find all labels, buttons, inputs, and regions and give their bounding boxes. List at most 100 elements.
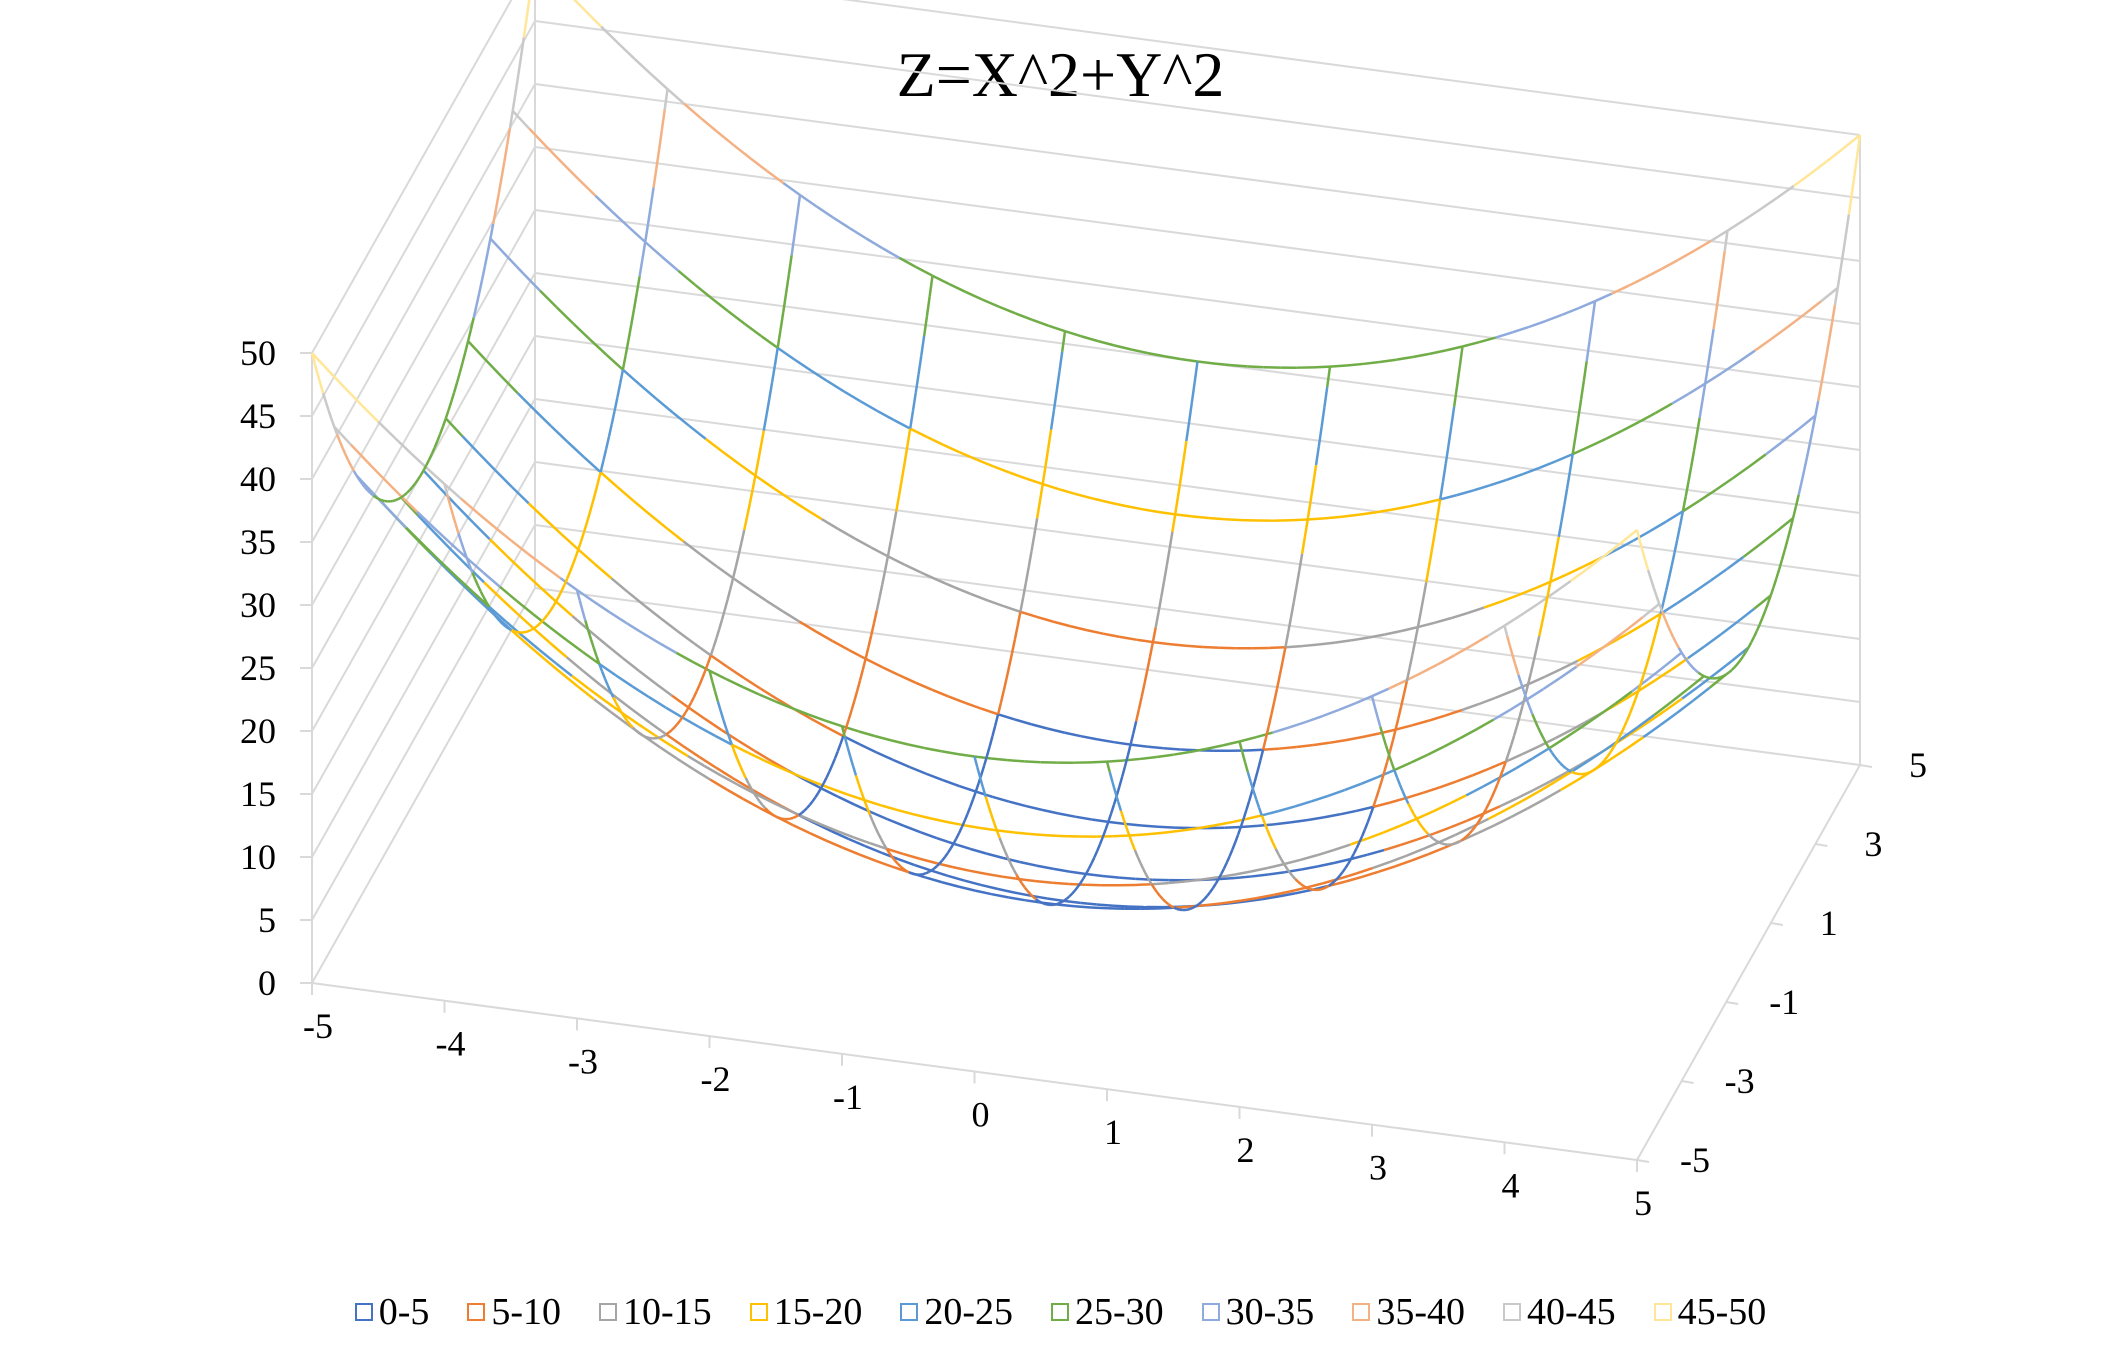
surface-segment xyxy=(717,619,724,630)
surface-segment xyxy=(1052,867,1070,873)
surface-segment xyxy=(1528,706,1534,715)
legend-label: 40-45 xyxy=(1526,1291,1616,1333)
surface-segment xyxy=(936,836,954,845)
surface-segment xyxy=(1102,874,1120,879)
surface-segment xyxy=(599,471,618,488)
surface-segment xyxy=(1518,705,1524,717)
surface-segment xyxy=(679,715,684,722)
surface-segment xyxy=(859,400,878,412)
surface-segment xyxy=(1543,595,1549,611)
surface-segment xyxy=(1344,863,1350,869)
surface-segment xyxy=(1288,871,1294,877)
surface-segment xyxy=(863,799,869,809)
surface-segment xyxy=(327,369,347,390)
surface-segment xyxy=(614,702,620,709)
surface-segment xyxy=(715,628,721,639)
surface-segment xyxy=(579,532,586,542)
surface-segment xyxy=(414,478,419,485)
surface-segment xyxy=(333,426,339,435)
surface-segment xyxy=(715,565,734,580)
surface-segment xyxy=(1009,471,1027,480)
surface-segment xyxy=(451,514,457,525)
surface-segment xyxy=(751,475,757,491)
surface-segment xyxy=(1240,824,1258,829)
surface-segment xyxy=(609,611,628,625)
surface-segment xyxy=(1173,750,1191,756)
x-tick-label: 4 xyxy=(1502,1165,1520,1205)
surface-segment xyxy=(868,814,874,822)
surface-segment xyxy=(1809,160,1828,175)
surface-segment xyxy=(1266,829,1272,838)
surface-segment xyxy=(1758,617,1764,626)
legend-item: 10-15 xyxy=(599,1290,712,1334)
surface-segment xyxy=(1409,808,1415,815)
surface-segment xyxy=(1049,410,1056,430)
surface-segment xyxy=(1211,883,1217,889)
surface-segment xyxy=(1585,341,1591,362)
surface-segment xyxy=(433,531,452,551)
surface-segment xyxy=(1294,878,1299,883)
surface-segment xyxy=(618,369,625,385)
surface-segment xyxy=(1252,790,1258,800)
surface-segment xyxy=(846,746,852,758)
surface-segment xyxy=(1280,858,1286,865)
surface-segment xyxy=(886,847,904,856)
surface-segment xyxy=(975,458,994,468)
surface-segment xyxy=(1246,771,1252,782)
legend-swatch xyxy=(1352,1303,1371,1321)
surface-segment xyxy=(928,275,934,297)
surface-segment xyxy=(1036,615,1054,623)
surface-segment xyxy=(1548,747,1553,754)
surface-segment xyxy=(1044,448,1050,467)
surface-segment xyxy=(360,404,380,423)
surface-segment xyxy=(502,623,507,628)
surface-segment xyxy=(1426,745,1445,756)
surface-segment xyxy=(741,771,747,779)
surface-segment xyxy=(987,805,993,815)
surface-segment xyxy=(1350,853,1368,861)
surface-segment xyxy=(1474,822,1479,828)
surface-segment xyxy=(1142,868,1148,875)
surface-segment xyxy=(1064,731,1082,738)
surface-segment xyxy=(1327,788,1346,798)
surface-segment xyxy=(1314,446,1321,466)
surface-segment xyxy=(758,693,777,703)
surface-segment xyxy=(465,557,485,574)
surface-segment xyxy=(792,815,797,820)
surface-segment xyxy=(1147,878,1153,885)
surface-segment xyxy=(1195,824,1213,830)
surface-segment xyxy=(344,387,363,406)
surface-segment xyxy=(749,157,768,172)
surface-segment xyxy=(692,690,698,698)
surface-segment xyxy=(733,751,739,760)
surface-segment xyxy=(1065,895,1071,900)
surface-segment xyxy=(1670,688,1689,704)
surface-segment xyxy=(1349,853,1355,860)
surface-segment xyxy=(638,669,657,685)
surface-segment xyxy=(1008,800,1026,808)
surface-segment xyxy=(1239,818,1245,828)
surface-segment xyxy=(902,867,907,872)
surface-segment xyxy=(490,610,496,616)
surface-segment xyxy=(1141,507,1159,514)
surface-segment xyxy=(1329,738,1347,745)
z-tick-label: 15 xyxy=(240,774,276,814)
surface-segment xyxy=(848,648,867,660)
surface-segment xyxy=(600,670,607,679)
surface-segment xyxy=(511,92,517,112)
surface-segment xyxy=(1148,641,1155,657)
surface-segment xyxy=(430,447,436,455)
surface-segment xyxy=(922,316,929,337)
surface-segment xyxy=(897,857,916,867)
surface-segment xyxy=(1344,875,1363,883)
surface-segment xyxy=(465,557,471,566)
surface-segment xyxy=(1345,735,1363,742)
surface-segment xyxy=(1652,587,1658,597)
surface-segment xyxy=(1436,499,1442,517)
surface-segment xyxy=(1405,668,1411,682)
surface-segment xyxy=(1571,719,1590,731)
surface-segment xyxy=(355,474,361,481)
surface-segment xyxy=(1079,878,1085,884)
surface-segment xyxy=(1356,805,1374,813)
surface-segment xyxy=(997,713,1016,721)
